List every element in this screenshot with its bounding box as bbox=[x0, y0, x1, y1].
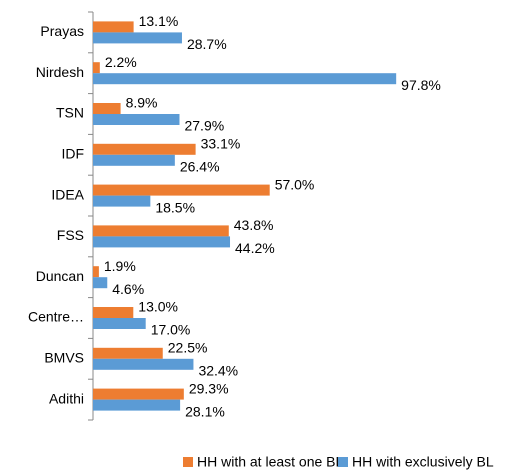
bar bbox=[93, 318, 146, 329]
value-label: 44.2% bbox=[235, 240, 275, 256]
category-label: TSN bbox=[56, 105, 84, 121]
value-label: 13.1% bbox=[139, 13, 179, 29]
category-label: Nirdesh bbox=[36, 64, 84, 80]
value-label: 22.5% bbox=[168, 340, 208, 356]
bar bbox=[93, 266, 99, 278]
bar bbox=[93, 143, 196, 155]
value-label: 97.8% bbox=[401, 77, 441, 93]
value-label: 13.0% bbox=[138, 299, 178, 315]
value-label: 2.2% bbox=[105, 54, 137, 70]
bar bbox=[93, 154, 175, 166]
bar bbox=[93, 388, 184, 400]
category-label: Prayas bbox=[40, 23, 84, 39]
value-label: 32.4% bbox=[198, 363, 238, 379]
bar bbox=[93, 277, 108, 289]
bar bbox=[93, 399, 181, 411]
category-label: Adithi bbox=[49, 390, 84, 406]
legend-label: HH with exclusively BL bbox=[352, 454, 494, 470]
category-label: IDEA bbox=[51, 186, 84, 202]
value-label: 29.3% bbox=[189, 380, 229, 396]
bar bbox=[93, 236, 231, 248]
bar bbox=[93, 307, 134, 318]
legend-label: HH with at least one BL bbox=[197, 454, 344, 470]
value-label: 17.0% bbox=[151, 322, 191, 338]
bar bbox=[93, 225, 229, 237]
bar bbox=[93, 21, 134, 33]
bar bbox=[93, 73, 397, 85]
legend-swatch bbox=[183, 457, 193, 467]
value-label: 43.8% bbox=[234, 217, 274, 233]
value-label: 8.9% bbox=[126, 95, 158, 111]
value-label: 28.7% bbox=[187, 36, 227, 52]
value-label: 57.0% bbox=[275, 176, 315, 192]
bar bbox=[93, 103, 121, 114]
value-label: 18.5% bbox=[155, 199, 195, 215]
bar bbox=[93, 114, 180, 125]
value-label: 27.9% bbox=[184, 118, 224, 134]
value-label: 1.9% bbox=[104, 258, 136, 274]
category-label: IDF bbox=[61, 146, 84, 162]
bar bbox=[93, 184, 270, 196]
bar bbox=[93, 32, 182, 44]
value-label: 33.1% bbox=[201, 136, 241, 152]
bar bbox=[93, 195, 151, 207]
category-label: Centre… bbox=[28, 309, 84, 325]
value-label: 4.6% bbox=[112, 281, 144, 297]
legend-swatch bbox=[338, 457, 348, 467]
category-label: BMVS bbox=[44, 350, 84, 366]
value-label: 26.4% bbox=[180, 159, 220, 175]
bar bbox=[93, 358, 194, 370]
value-label: 28.1% bbox=[185, 403, 225, 419]
bar bbox=[93, 62, 100, 74]
bar bbox=[93, 347, 163, 359]
category-label: FSS bbox=[57, 227, 84, 243]
category-label: Duncan bbox=[36, 268, 84, 284]
